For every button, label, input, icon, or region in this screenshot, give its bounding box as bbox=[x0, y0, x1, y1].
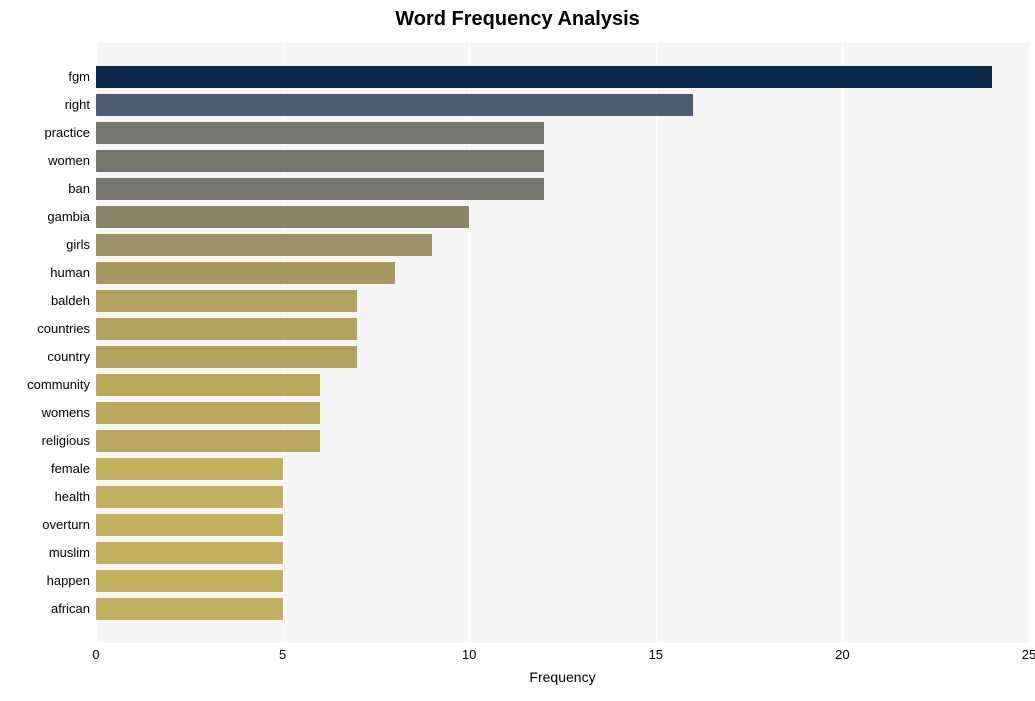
bar bbox=[96, 122, 544, 144]
plot-area: fgmrightpracticewomenbangambiagirlshuman… bbox=[96, 43, 1029, 643]
grid-line bbox=[1029, 43, 1030, 643]
x-tick: 10 bbox=[462, 647, 476, 662]
bar-row: countries bbox=[96, 315, 1029, 343]
bar bbox=[96, 178, 544, 200]
y-tick-label: women bbox=[48, 147, 96, 175]
y-tick-label: muslim bbox=[49, 539, 96, 567]
bar-row: human bbox=[96, 259, 1029, 287]
x-axis: Frequency 0510152025 bbox=[96, 643, 1029, 691]
bar-row: practice bbox=[96, 119, 1029, 147]
bar-row: fgm bbox=[96, 63, 1029, 91]
y-tick-label: african bbox=[51, 595, 96, 623]
y-tick-label: girls bbox=[66, 231, 96, 259]
bar-row: ban bbox=[96, 175, 1029, 203]
y-tick-label: right bbox=[65, 91, 96, 119]
bar-row: overturn bbox=[96, 511, 1029, 539]
y-tick-label: fgm bbox=[68, 63, 96, 91]
y-tick-label: community bbox=[27, 371, 96, 399]
bar bbox=[96, 66, 992, 88]
x-tick: 20 bbox=[835, 647, 849, 662]
x-tick: 5 bbox=[279, 647, 286, 662]
bar bbox=[96, 598, 283, 620]
y-tick-label: baldeh bbox=[51, 287, 96, 315]
y-tick-label: ban bbox=[68, 175, 96, 203]
y-tick-label: female bbox=[51, 455, 96, 483]
bar-row: female bbox=[96, 455, 1029, 483]
bar bbox=[96, 318, 357, 340]
bar-row: religious bbox=[96, 427, 1029, 455]
y-tick-label: human bbox=[50, 259, 96, 287]
bar bbox=[96, 290, 357, 312]
chart-container: Word Frequency Analysis fgmrightpractice… bbox=[0, 0, 1035, 701]
y-tick-label: countries bbox=[37, 315, 96, 343]
bar-row: country bbox=[96, 343, 1029, 371]
bar-row: girls bbox=[96, 231, 1029, 259]
bar bbox=[96, 514, 283, 536]
bar bbox=[96, 234, 432, 256]
y-tick-label: religious bbox=[42, 427, 96, 455]
bar bbox=[96, 206, 469, 228]
bar bbox=[96, 150, 544, 172]
bar bbox=[96, 458, 283, 480]
bar bbox=[96, 94, 693, 116]
bar-row: womens bbox=[96, 399, 1029, 427]
bar bbox=[96, 542, 283, 564]
bar-row: women bbox=[96, 147, 1029, 175]
bar bbox=[96, 374, 320, 396]
bar bbox=[96, 346, 357, 368]
bar bbox=[96, 402, 320, 424]
y-tick-label: overturn bbox=[42, 511, 96, 539]
y-tick-label: womens bbox=[42, 399, 96, 427]
bar bbox=[96, 486, 283, 508]
bar-row: happen bbox=[96, 567, 1029, 595]
bar-row: african bbox=[96, 595, 1029, 623]
bar bbox=[96, 570, 283, 592]
x-tick: 0 bbox=[92, 647, 99, 662]
y-tick-label: gambia bbox=[47, 203, 96, 231]
x-axis-label: Frequency bbox=[529, 669, 595, 685]
chart-title: Word Frequency Analysis bbox=[0, 8, 1035, 31]
bar-row: community bbox=[96, 371, 1029, 399]
bar-row: health bbox=[96, 483, 1029, 511]
bar bbox=[96, 430, 320, 452]
y-tick-label: country bbox=[47, 343, 96, 371]
y-tick-label: practice bbox=[44, 119, 96, 147]
y-tick-label: health bbox=[55, 483, 96, 511]
bar-row: gambia bbox=[96, 203, 1029, 231]
bar bbox=[96, 262, 395, 284]
x-tick: 25 bbox=[1022, 647, 1035, 662]
bar-row: baldeh bbox=[96, 287, 1029, 315]
bar-row: muslim bbox=[96, 539, 1029, 567]
y-tick-label: happen bbox=[47, 567, 96, 595]
x-tick: 15 bbox=[649, 647, 663, 662]
bar-row: right bbox=[96, 91, 1029, 119]
